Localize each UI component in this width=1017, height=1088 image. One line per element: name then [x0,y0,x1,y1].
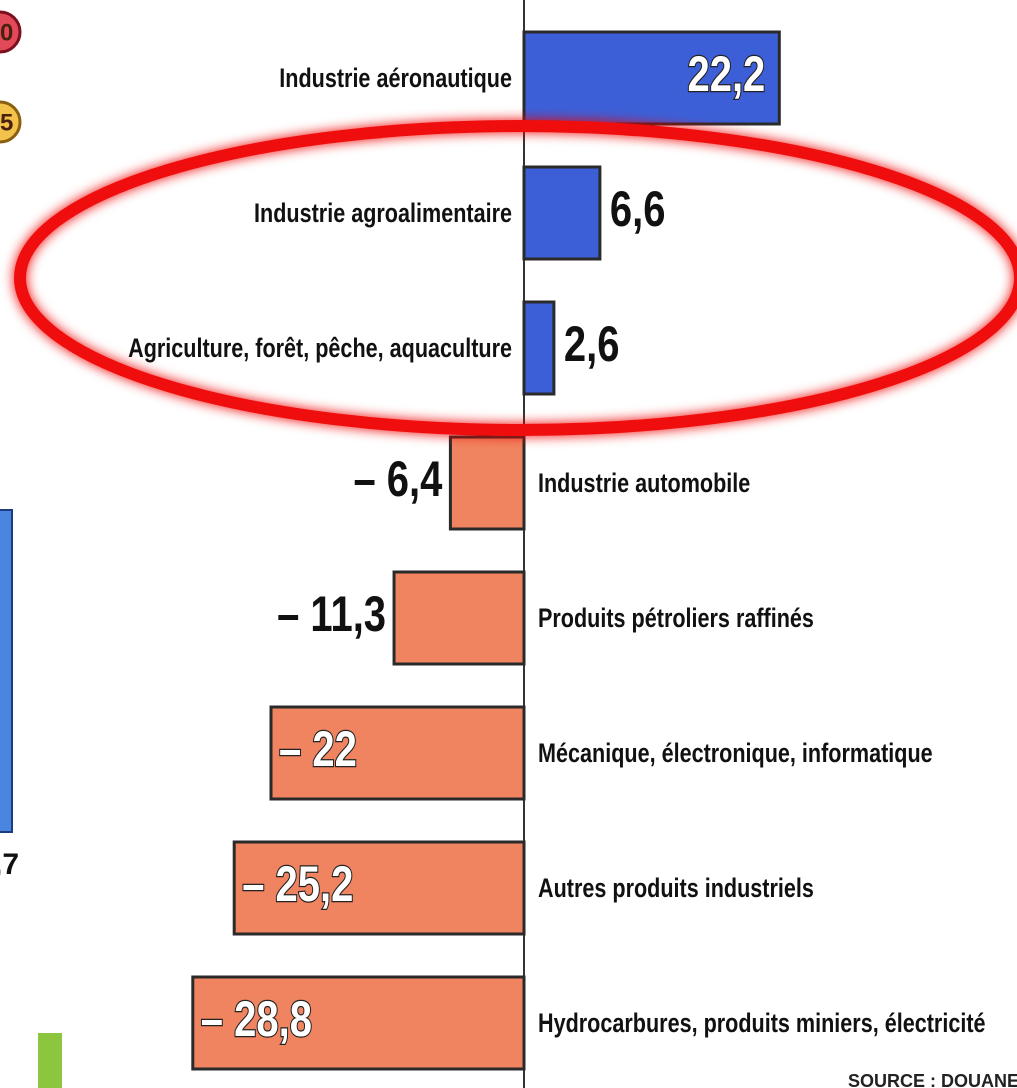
category-label: Industrie automobile [538,469,750,499]
fragment-text: 0 [0,19,13,46]
value-label: – 22 [279,721,357,777]
bar [448,435,526,531]
bar [522,30,781,126]
fragment-text: ,7 [0,848,19,881]
value-label: 2,6 [564,316,620,372]
bar [269,705,526,801]
bar [522,300,556,396]
category-label: Mécanique, électronique, informatique [538,739,933,769]
value-label: – 25,2 [242,856,353,912]
category-label: Produits pétroliers raffinés [538,604,814,634]
bar [522,165,602,261]
category-label: Hydrocarbures, produits miniers, électri… [538,1009,986,1039]
side-bar [38,1033,62,1088]
bar [191,975,526,1071]
badge [0,100,22,144]
category-label: Autres produits industriels [538,874,814,904]
fragment-text: 5 [0,109,13,136]
bar [232,840,526,936]
value-label: – 28,8 [201,991,312,1047]
highlight-ellipse [14,120,1017,436]
value-label: 22,2 [687,46,765,102]
bar [392,570,526,666]
category-label: Industrie agroalimentaire [254,199,512,229]
value-label: – 6,4 [353,451,442,507]
side-bar [0,509,13,833]
source: SOURCE : DOUANES [848,1071,1017,1088]
value-label: – 11,3 [277,586,386,642]
badge [0,10,22,54]
value-label: 6,6 [610,181,666,237]
category-label: Agriculture, forêt, pêche, aquaculture [128,334,512,364]
category-label: Industrie aéronautique [279,64,512,94]
